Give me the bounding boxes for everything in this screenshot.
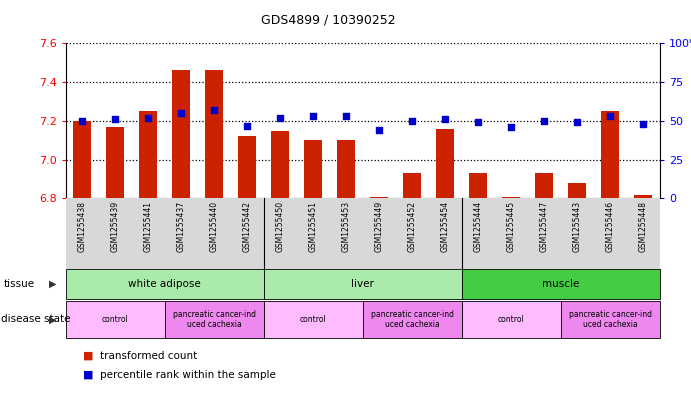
Text: GSM1255437: GSM1255437 bbox=[177, 200, 186, 252]
Text: ■: ■ bbox=[83, 351, 93, 361]
Text: control: control bbox=[300, 315, 327, 324]
Bar bbox=[363, 301, 462, 338]
Bar bbox=[568, 183, 587, 198]
Bar bbox=[536, 173, 553, 198]
Bar bbox=[73, 121, 91, 198]
Bar bbox=[205, 70, 223, 198]
Text: tissue: tissue bbox=[3, 279, 35, 289]
Text: control: control bbox=[498, 315, 524, 324]
Text: liver: liver bbox=[351, 279, 375, 289]
Point bbox=[142, 115, 153, 121]
Point bbox=[407, 118, 418, 124]
Text: GSM1255450: GSM1255450 bbox=[276, 200, 285, 252]
Text: GSM1255448: GSM1255448 bbox=[639, 200, 648, 252]
Point bbox=[605, 113, 616, 119]
Bar bbox=[404, 173, 422, 198]
Bar bbox=[370, 196, 388, 198]
Point bbox=[242, 122, 253, 129]
Text: ▶: ▶ bbox=[49, 314, 56, 324]
Text: ▶: ▶ bbox=[49, 279, 56, 289]
Text: GSM1255446: GSM1255446 bbox=[606, 200, 615, 252]
Point bbox=[473, 119, 484, 125]
Bar bbox=[502, 196, 520, 198]
Bar bbox=[238, 136, 256, 198]
Bar bbox=[462, 269, 660, 299]
Bar bbox=[304, 140, 322, 198]
Bar bbox=[66, 301, 164, 338]
Bar bbox=[264, 269, 462, 299]
Bar bbox=[271, 130, 290, 198]
Text: pancreatic cancer-ind
uced cachexia: pancreatic cancer-ind uced cachexia bbox=[173, 310, 256, 329]
Point bbox=[110, 116, 121, 123]
Text: GSM1255452: GSM1255452 bbox=[408, 200, 417, 252]
Point bbox=[572, 119, 583, 125]
Point bbox=[539, 118, 550, 124]
Text: GSM1255445: GSM1255445 bbox=[507, 200, 516, 252]
Text: GSM1255449: GSM1255449 bbox=[375, 200, 384, 252]
Text: transformed count: transformed count bbox=[100, 351, 198, 361]
Bar bbox=[469, 173, 487, 198]
Text: white adipose: white adipose bbox=[129, 279, 201, 289]
Bar bbox=[337, 140, 355, 198]
Text: GSM1255440: GSM1255440 bbox=[209, 200, 219, 252]
Text: GSM1255454: GSM1255454 bbox=[441, 200, 450, 252]
Text: GSM1255444: GSM1255444 bbox=[474, 200, 483, 252]
Point bbox=[77, 118, 88, 124]
Text: control: control bbox=[102, 315, 129, 324]
Bar bbox=[172, 70, 190, 198]
Text: GSM1255438: GSM1255438 bbox=[77, 200, 86, 252]
Text: GSM1255447: GSM1255447 bbox=[540, 200, 549, 252]
Text: disease state: disease state bbox=[1, 314, 70, 324]
Text: GSM1255441: GSM1255441 bbox=[144, 200, 153, 252]
Bar bbox=[462, 301, 561, 338]
Text: percentile rank within the sample: percentile rank within the sample bbox=[100, 369, 276, 380]
Text: GSM1255451: GSM1255451 bbox=[309, 200, 318, 252]
Text: ■: ■ bbox=[83, 369, 93, 380]
Bar bbox=[561, 301, 660, 338]
Text: pancreatic cancer-ind
uced cachexia: pancreatic cancer-ind uced cachexia bbox=[569, 310, 652, 329]
Point bbox=[209, 107, 220, 113]
Text: pancreatic cancer-ind
uced cachexia: pancreatic cancer-ind uced cachexia bbox=[371, 310, 454, 329]
Point bbox=[638, 121, 649, 127]
Text: GDS4899 / 10390252: GDS4899 / 10390252 bbox=[261, 14, 395, 27]
Point bbox=[275, 115, 286, 121]
Bar bbox=[139, 111, 158, 198]
Bar bbox=[634, 195, 652, 198]
Bar bbox=[601, 111, 619, 198]
Text: muscle: muscle bbox=[542, 279, 580, 289]
Bar bbox=[264, 301, 363, 338]
Point bbox=[341, 113, 352, 119]
Point bbox=[307, 113, 319, 119]
Point bbox=[374, 127, 385, 133]
Point bbox=[176, 110, 187, 116]
Bar bbox=[164, 301, 264, 338]
Bar bbox=[436, 129, 455, 198]
Point bbox=[506, 124, 517, 130]
Point bbox=[439, 116, 451, 123]
Text: GSM1255443: GSM1255443 bbox=[573, 200, 582, 252]
Bar bbox=[66, 269, 264, 299]
Text: GSM1255439: GSM1255439 bbox=[111, 200, 120, 252]
Text: GSM1255442: GSM1255442 bbox=[243, 200, 252, 252]
Text: GSM1255453: GSM1255453 bbox=[342, 200, 351, 252]
Bar bbox=[106, 127, 124, 198]
